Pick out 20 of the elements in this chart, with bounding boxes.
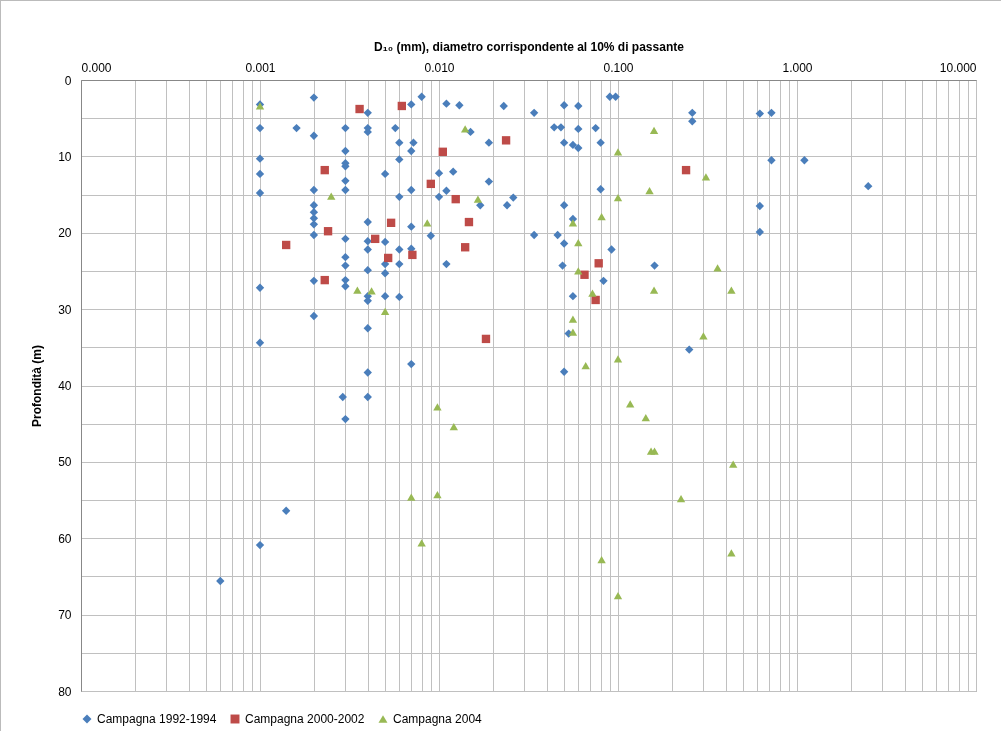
y-tick-label: 80 <box>58 684 72 699</box>
y-axis-title: Profondità (m) <box>30 345 45 427</box>
x-tick-label: 0.000 <box>81 60 112 75</box>
legend-label: Campagna 1992-1994 <box>97 712 217 726</box>
y-tick-label: 20 <box>58 226 72 241</box>
x-tick-label: 0.100 <box>603 60 634 75</box>
y-tick-label: 60 <box>58 531 72 546</box>
y-tick-label: 50 <box>58 455 72 470</box>
x-tick-label: 0.001 <box>245 60 276 75</box>
x-tick-label: 1.000 <box>782 60 813 75</box>
x-tick-label: 10.000 <box>939 60 977 75</box>
y-tick-label: 40 <box>58 379 72 393</box>
x-axis-title: D₁₀ (mm), diametro corrispondente al 10% di passante <box>374 39 685 54</box>
x-tick-label: 0.010 <box>424 60 455 75</box>
legend-label: Campagna 2000-2002 <box>245 712 365 726</box>
y-tick-label: 10 <box>58 149 72 164</box>
legend-label: Campagna 2004 <box>393 712 483 726</box>
y-tick-label: 30 <box>58 302 72 317</box>
y-tick-label: 0 <box>64 73 72 88</box>
y-tick-label: 70 <box>58 608 72 623</box>
